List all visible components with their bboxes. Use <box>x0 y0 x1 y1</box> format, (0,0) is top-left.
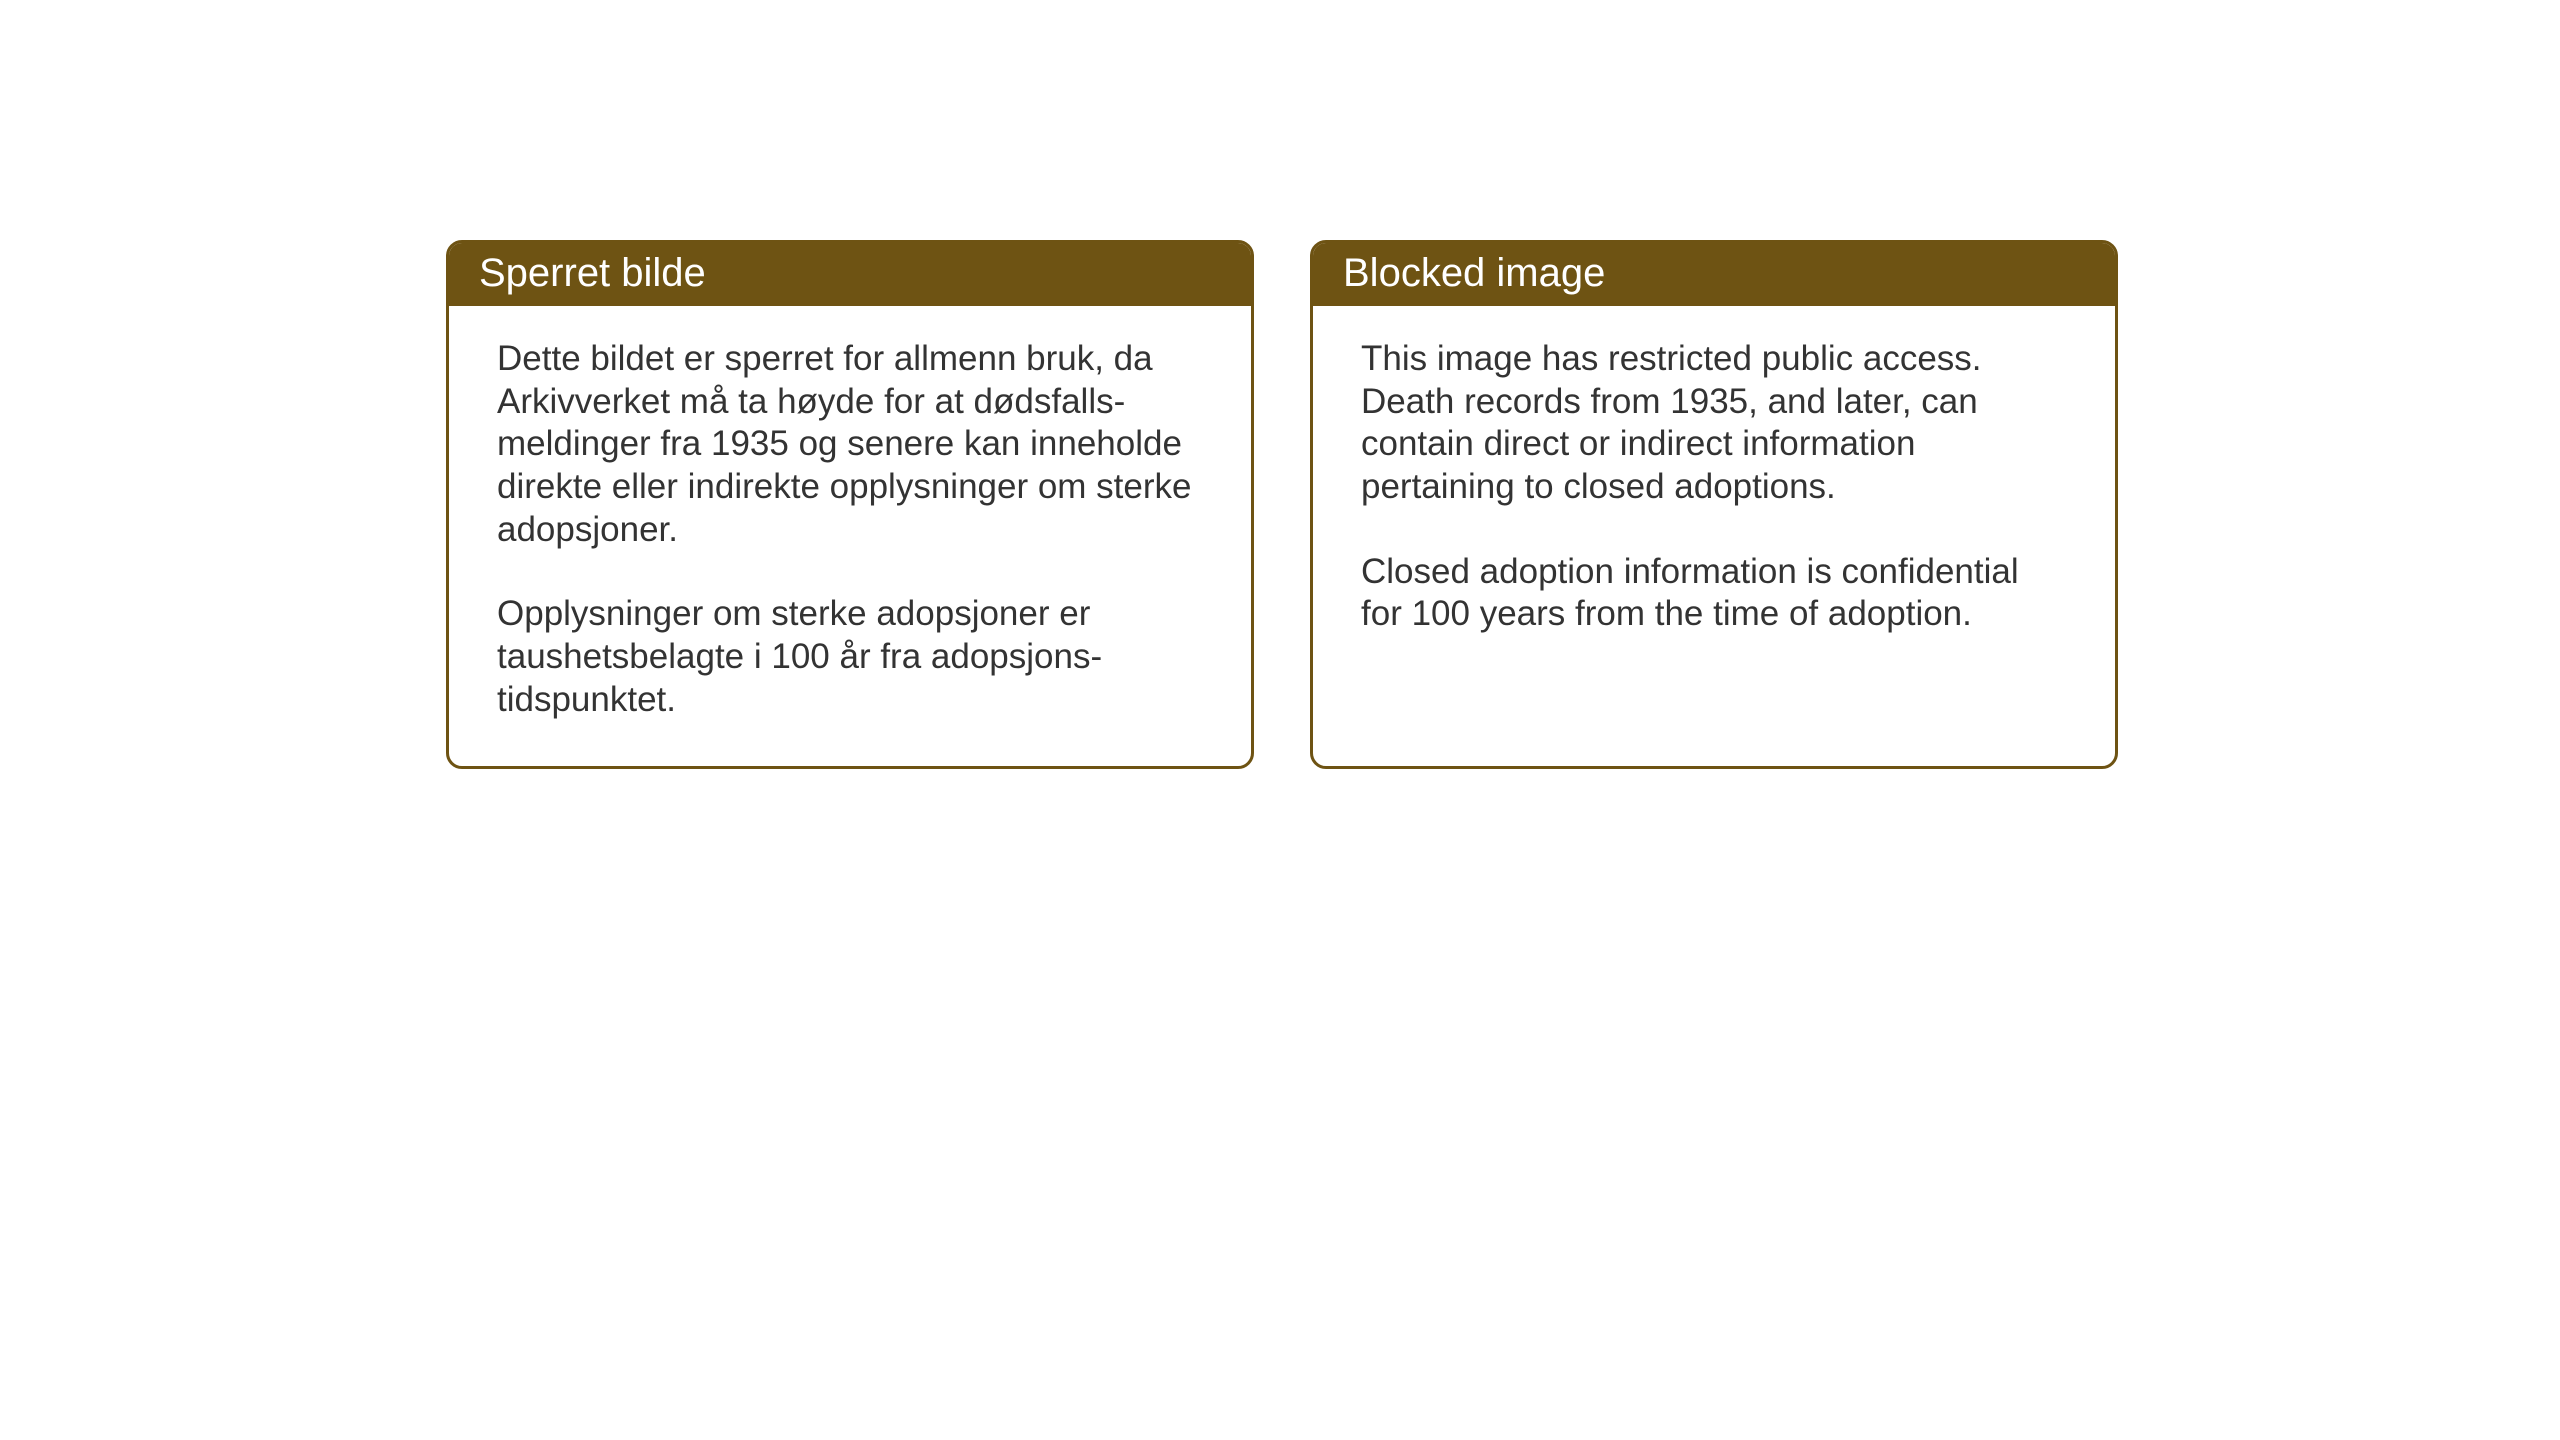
notice-paragraph: Opplysninger om sterke adopsjoner er tau… <box>497 593 1203 721</box>
notice-card-english: Blocked image This image has restricted … <box>1310 240 2118 769</box>
notice-card-norwegian: Sperret bilde Dette bildet er sperret fo… <box>446 240 1254 769</box>
notice-body-norwegian: Dette bildet er sperret for allmenn bruk… <box>449 306 1251 766</box>
notice-header-english: Blocked image <box>1313 243 2115 306</box>
notice-container: Sperret bilde Dette bildet er sperret fo… <box>446 240 2118 769</box>
notice-paragraph: Closed adoption information is confident… <box>1361 551 2067 636</box>
notice-paragraph: Dette bildet er sperret for allmenn bruk… <box>497 338 1203 551</box>
notice-paragraph: This image has restricted public access.… <box>1361 338 2067 509</box>
notice-header-norwegian: Sperret bilde <box>449 243 1251 306</box>
notice-body-english: This image has restricted public access.… <box>1313 306 2115 680</box>
